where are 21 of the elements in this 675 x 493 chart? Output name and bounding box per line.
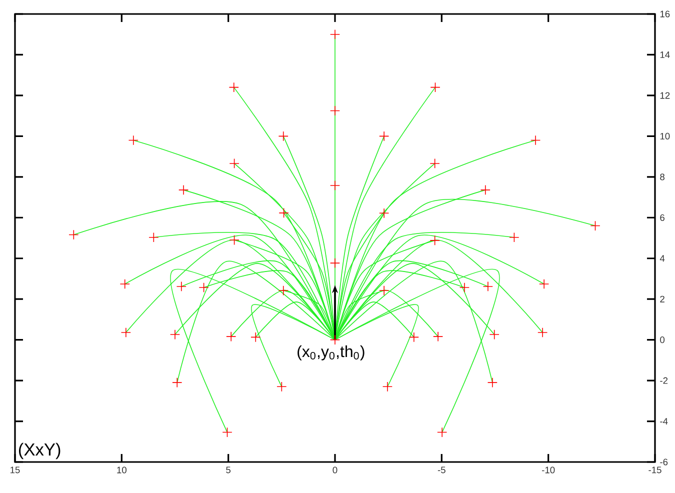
y-tick-label: 10: [660, 132, 670, 140]
y-tick-label: 12: [660, 92, 670, 99]
y-tick-label: 6: [660, 214, 664, 221]
x-tick-label: 5: [226, 466, 231, 474]
y-tick-label: 4: [660, 255, 665, 262]
y-tick-label: 16: [660, 10, 670, 18]
y-tick-label: -6: [660, 458, 668, 466]
y-tick-label: 0: [660, 336, 665, 344]
y-tick-label: 14: [660, 52, 670, 58]
y-tick-label: -2: [660, 377, 668, 384]
annotation: (XxY): [18, 442, 60, 460]
x-tick-label: 10: [117, 466, 126, 474]
y-tick-label: 2: [660, 296, 664, 302]
x-tick-label: -5: [438, 466, 446, 474]
x-tick-label: 0: [332, 466, 338, 474]
x-tick-label: -10: [542, 466, 555, 474]
y-tick-label: -4: [660, 418, 668, 424]
x-tick-label: 15: [10, 466, 20, 474]
y-tick-label: 8: [660, 174, 664, 180]
annotation: (x$_{0}$,y$_{0}$,th$_{0}$): [298, 345, 364, 360]
x-tick-label: -15: [648, 466, 662, 474]
